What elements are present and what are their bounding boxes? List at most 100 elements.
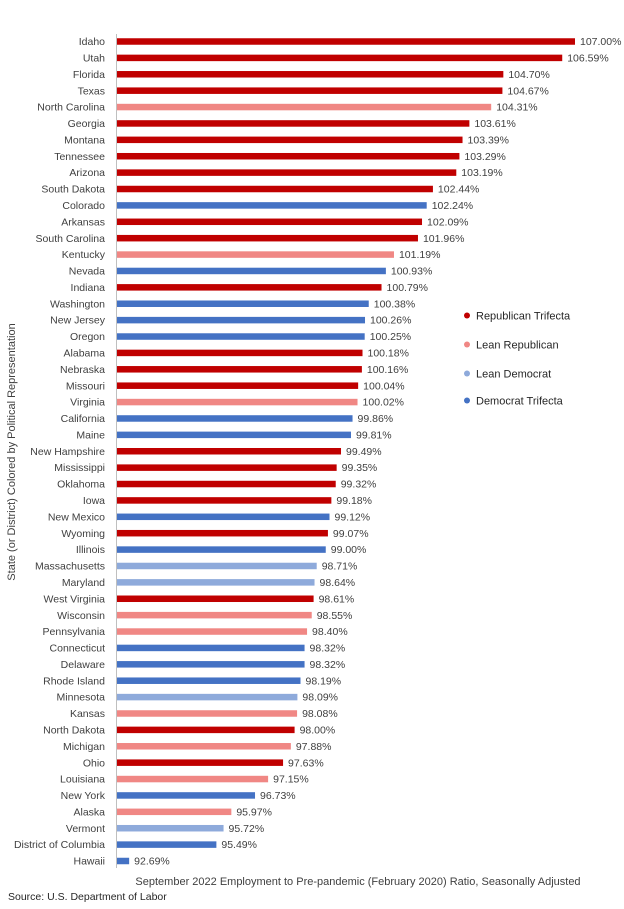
category-label-new-jersey: New Jersey bbox=[50, 315, 106, 327]
bar-virginia bbox=[117, 398, 358, 406]
value-label-oklahoma: 99.32% bbox=[341, 479, 377, 491]
legend-marker-lean-republican bbox=[464, 341, 470, 348]
category-label-louisiana: Louisiana bbox=[60, 774, 105, 786]
bar-south-dakota bbox=[117, 185, 433, 193]
value-label-connecticut: 98.32% bbox=[310, 643, 346, 655]
value-label-alabama: 100.18% bbox=[368, 348, 409, 360]
value-label-florida: 104.70% bbox=[508, 69, 549, 81]
bar-iowa bbox=[117, 497, 332, 504]
value-label-oregon: 100.25% bbox=[370, 331, 411, 343]
bar-nevada bbox=[117, 267, 386, 275]
bar-vermont bbox=[117, 824, 224, 832]
bar-georgia bbox=[117, 120, 470, 127]
category-label-georgia: Georgia bbox=[68, 118, 106, 130]
source-note: Source: U.S. Department of Labor bbox=[8, 891, 167, 903]
category-label-connecticut: Connecticut bbox=[50, 643, 106, 655]
value-label-iowa: 99.18% bbox=[336, 495, 372, 507]
bar-hawaii bbox=[117, 857, 130, 865]
x-axis-title: September 2022 Employment to Pre-pandemi… bbox=[135, 876, 580, 888]
category-label-arkansas: Arkansas bbox=[61, 216, 105, 228]
value-label-maryland: 98.64% bbox=[320, 577, 356, 589]
bar-north-dakota bbox=[117, 726, 295, 734]
bar-new-york bbox=[117, 792, 256, 799]
value-label-north-dakota: 98.00% bbox=[300, 724, 336, 736]
value-label-new-jersey: 100.26% bbox=[370, 315, 411, 327]
value-label-virginia: 100.02% bbox=[363, 397, 404, 409]
bar-oregon bbox=[117, 333, 365, 340]
bar-mississippi bbox=[117, 464, 337, 471]
value-label-ohio: 97.63% bbox=[288, 757, 324, 769]
bar-kansas bbox=[117, 710, 298, 717]
category-label-nevada: Nevada bbox=[69, 266, 105, 278]
value-label-utah: 106.59% bbox=[567, 52, 608, 64]
value-label-louisiana: 97.15% bbox=[273, 774, 309, 786]
category-label-alaska: Alaska bbox=[73, 806, 105, 818]
value-label-wyoming: 99.07% bbox=[333, 528, 369, 540]
bar-louisiana bbox=[117, 775, 269, 783]
y-axis-title: State (or District) Colored by Political… bbox=[6, 323, 18, 580]
value-label-alaska: 95.97% bbox=[236, 806, 272, 818]
value-label-michigan: 97.88% bbox=[296, 741, 332, 753]
legend: Republican Trifecta Lean Republican Lean D… bbox=[464, 311, 571, 408]
value-label-pennsylvania: 98.40% bbox=[312, 626, 348, 638]
value-label-arkansas: 102.09% bbox=[427, 216, 468, 228]
legend-marker-democrat-trifecta bbox=[464, 397, 470, 404]
legend-marker-lean-democrat bbox=[464, 370, 470, 377]
category-label-new-hampshire: New Hampshire bbox=[30, 446, 105, 458]
category-label-idaho: Idaho bbox=[79, 36, 105, 48]
value-label-minnesota: 98.09% bbox=[302, 692, 338, 704]
category-label-michigan: Michigan bbox=[63, 741, 105, 753]
bar-west-virginia bbox=[117, 595, 314, 603]
category-label-washington: Washington bbox=[50, 298, 105, 310]
bar-district-of-columbia bbox=[117, 841, 217, 848]
value-label-rhode-island: 98.19% bbox=[306, 675, 342, 687]
category-label-new-york: New York bbox=[61, 790, 106, 802]
bar-kentucky bbox=[117, 251, 394, 258]
category-label-illinois: Illinois bbox=[76, 544, 105, 556]
bar-alabama bbox=[117, 349, 363, 357]
category-label-montana: Montana bbox=[64, 134, 105, 146]
value-label-indiana: 100.79% bbox=[387, 282, 428, 294]
legend-label-lean-republican: Lean Republican bbox=[476, 340, 559, 352]
category-label-minnesota: Minnesota bbox=[57, 692, 106, 704]
category-label-tennessee: Tennessee bbox=[54, 151, 105, 163]
value-label-texas: 104.67% bbox=[507, 85, 548, 97]
value-label-nevada: 100.93% bbox=[391, 266, 432, 278]
value-label-kansas: 98.08% bbox=[302, 708, 338, 720]
category-label-missouri: Missouri bbox=[66, 380, 105, 392]
bar-montana bbox=[117, 136, 463, 144]
value-label-north-carolina: 104.31% bbox=[496, 102, 537, 114]
value-label-arizona: 103.19% bbox=[461, 167, 502, 179]
bar-tennessee bbox=[117, 152, 460, 160]
value-label-south-dakota: 102.44% bbox=[438, 184, 479, 196]
value-label-massachusetts: 98.71% bbox=[322, 561, 358, 573]
category-label-oregon: Oregon bbox=[70, 331, 105, 343]
category-label-north-carolina: North Carolina bbox=[37, 102, 105, 114]
bar-indiana bbox=[117, 284, 382, 291]
bar-california bbox=[117, 415, 353, 422]
category-label-mississippi: Mississippi bbox=[54, 462, 105, 474]
value-label-kentucky: 101.19% bbox=[399, 249, 440, 261]
category-label-hawaii: Hawaii bbox=[73, 856, 105, 868]
category-label-virginia: Virginia bbox=[70, 397, 105, 409]
category-label-texas: Texas bbox=[78, 85, 105, 97]
category-label-alabama: Alabama bbox=[64, 348, 106, 360]
bar-delaware bbox=[117, 661, 305, 668]
value-label-mississippi: 99.35% bbox=[342, 462, 378, 474]
value-label-maine: 99.81% bbox=[356, 429, 392, 441]
value-label-south-carolina: 101.96% bbox=[423, 233, 464, 245]
value-label-illinois: 99.00% bbox=[331, 544, 367, 556]
bar-pennsylvania bbox=[117, 628, 308, 635]
bar-michigan bbox=[117, 743, 291, 750]
bar-washington bbox=[117, 300, 369, 307]
bar-arizona bbox=[117, 169, 457, 176]
value-label-missouri: 100.04% bbox=[363, 380, 404, 392]
value-label-montana: 103.39% bbox=[468, 134, 509, 146]
labels-layer: Idaho 107.00% Utah 106.59% Florida 104.70% Tex… bbox=[14, 36, 621, 868]
bar-north-carolina bbox=[117, 103, 492, 111]
value-label-tennessee: 103.29% bbox=[464, 151, 505, 163]
value-label-new-york: 96.73% bbox=[260, 790, 296, 802]
category-label-maine: Maine bbox=[76, 429, 105, 441]
legend-label-lean-democrat: Lean Democrat bbox=[476, 369, 551, 381]
